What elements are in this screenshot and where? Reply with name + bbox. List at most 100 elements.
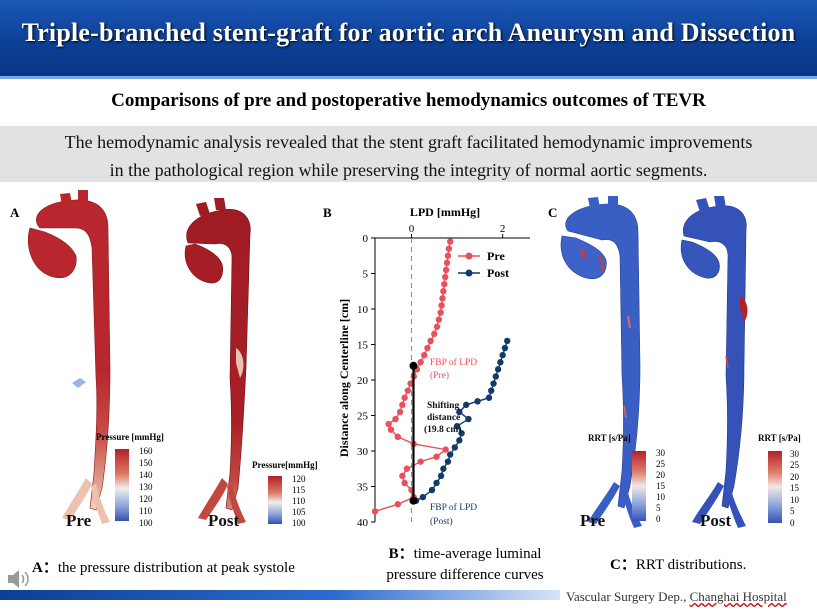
shift-label: (19.8 cm): [424, 424, 461, 435]
legend-label: Pre: [487, 249, 505, 263]
panel-b-caption-line-1: time-average luminal: [413, 546, 542, 562]
data-point-post: [447, 451, 454, 458]
data-point-post: [458, 430, 465, 437]
panel-c-caption-prefix: C：: [610, 557, 636, 573]
shift-label: distance: [427, 413, 460, 423]
data-point-pre: [399, 401, 406, 409]
post-aorta-rrt-model: [680, 196, 748, 528]
pre-aorta-rrt-model: [560, 196, 642, 528]
panel-b-caption-prefix: B：: [388, 546, 414, 562]
x-tick-label: 0: [409, 223, 415, 235]
chart-x-axis-label: LPD [mmHg]: [410, 205, 480, 219]
post-scale-tick: 115: [292, 485, 306, 495]
post-rrt-tick: 0: [790, 518, 795, 528]
post-rrt-colorbar: RRT [s/Pa] 30 25 20 15 10 5 0: [758, 433, 801, 528]
post-rrt-tick: 20: [790, 472, 800, 482]
post-rrt-tick: 15: [790, 483, 800, 493]
chart-y-axis-label: Distance along Centerline [cm]: [337, 299, 351, 457]
fbp-pre-label: (Pre): [430, 370, 449, 381]
data-point-pre: [438, 302, 445, 309]
data-point-pre: [371, 508, 379, 515]
data-point-pre: [447, 238, 454, 245]
data-point-pre: [385, 420, 392, 428]
y-tick-label: 5: [363, 269, 369, 281]
footer-dept: Vascular Surgery Dep.,: [566, 589, 690, 604]
data-point-pre: [394, 433, 401, 440]
data-point-pre: [445, 245, 453, 252]
data-point-post: [440, 465, 447, 472]
panel-c-caption-text: RRT distributions.: [635, 557, 747, 573]
data-point-pre: [417, 458, 424, 465]
data-point-pre: [439, 295, 446, 302]
post-scale-tick: 105: [292, 507, 306, 517]
data-point-pre: [440, 288, 447, 295]
panel-a-caption-text: the pressure distribution at peak systol…: [57, 560, 295, 576]
pre-scale-tick: 130: [139, 482, 153, 492]
y-tick-label: 20: [357, 375, 369, 387]
fbp-pre-marker: [409, 361, 418, 370]
pre-rrt-tick: 0: [656, 514, 661, 524]
data-point-pre: [437, 309, 444, 316]
data-point-pre: [392, 415, 399, 423]
fbp-post-marker: [409, 496, 418, 505]
data-point-post: [444, 458, 452, 465]
pre-scale-tick: 160: [139, 446, 153, 456]
data-point-post: [497, 359, 504, 366]
pre-scale-tick: 100: [139, 518, 153, 528]
legend-label: Post: [487, 266, 509, 280]
post-rrt-tick: 10: [790, 495, 800, 505]
pre-rrt-scale-title: RRT [s/Pa]: [588, 433, 631, 443]
panel-a-caption-prefix: A：: [32, 560, 58, 576]
lpd-chart: LPD [mmHg] Distance along Centerline [cm…: [337, 205, 530, 529]
pre-pressure-scale-title: Pressure [mmHg]: [96, 432, 164, 442]
post-aorta-pressure-model: [184, 198, 251, 524]
data-point-pre: [407, 380, 414, 387]
data-point-post: [492, 373, 500, 380]
summary-box: The hemodynamic analysis revealed that t…: [0, 126, 817, 182]
data-point-pre: [427, 337, 434, 345]
data-point-pre: [433, 323, 441, 330]
pre-pressure-colorbar: Pressure [mmHg] 160 150 140 130 120 110 …: [96, 432, 164, 528]
data-point-pre: [403, 465, 411, 472]
data-point-post: [462, 401, 470, 409]
post-pressure-scale-title: Pressure[mmHg]: [252, 460, 318, 470]
data-point-pre: [421, 351, 428, 359]
x-tick-label: 2: [500, 223, 506, 235]
pre-scale-tick: 120: [139, 494, 153, 504]
data-point-pre: [396, 408, 404, 416]
data-point-post: [453, 422, 461, 430]
pre-scale-tick: 140: [139, 470, 153, 480]
panel-c-letter: C: [548, 205, 558, 220]
panel-c-figure: RRT [s/Pa] 30 25 20 15 10 5 0 RRT [s/Pa]…: [560, 196, 801, 530]
shift-label: Shifting: [427, 401, 459, 411]
post-rrt-scale-title: RRT [s/Pa]: [758, 433, 801, 443]
data-point-pre: [394, 501, 401, 508]
fbp-post-label: FBP of LPD: [430, 502, 477, 513]
data-point-post: [474, 398, 481, 405]
slide-subtitle: Comparisons of pre and postoperative hem…: [111, 90, 706, 111]
data-point-post: [494, 366, 502, 373]
pre-rrt-tick: 5: [656, 503, 661, 513]
panel-c-caption: C：RRT distributions.: [610, 553, 746, 574]
pre-rrt-tick: 10: [656, 492, 666, 502]
data-point-pre: [441, 280, 448, 288]
data-point-pre: [424, 344, 431, 352]
panel-b-letter: B: [323, 205, 332, 220]
speaker-icon[interactable]: [6, 568, 32, 590]
panel-a-post-label: Post: [208, 511, 240, 530]
post-pressure-colorbar: Pressure[mmHg] 120 115 110 105 100: [252, 460, 318, 528]
title-banner: [0, 0, 817, 78]
fbp-post-label: (Post): [430, 516, 453, 527]
panel-a-caption: A：the pressure distribution at peak syst…: [32, 556, 295, 577]
banner-divider: [0, 76, 817, 79]
data-point-pre: [444, 252, 452, 259]
chart-annotations: FBP of LPD (Pre) Shifting distance (19.8…: [424, 357, 477, 527]
summary-line-1: The hemodynamic analysis revealed that t…: [64, 132, 753, 152]
data-point-post: [490, 380, 497, 387]
pre-scale-tick: 150: [139, 458, 153, 468]
data-point-post: [504, 337, 511, 345]
panel-b-caption: B：time-average luminal pressure differen…: [370, 544, 560, 586]
legend-marker: [465, 269, 473, 277]
data-point-post: [428, 486, 436, 494]
panel-c-pre-label: Pre: [580, 511, 606, 530]
